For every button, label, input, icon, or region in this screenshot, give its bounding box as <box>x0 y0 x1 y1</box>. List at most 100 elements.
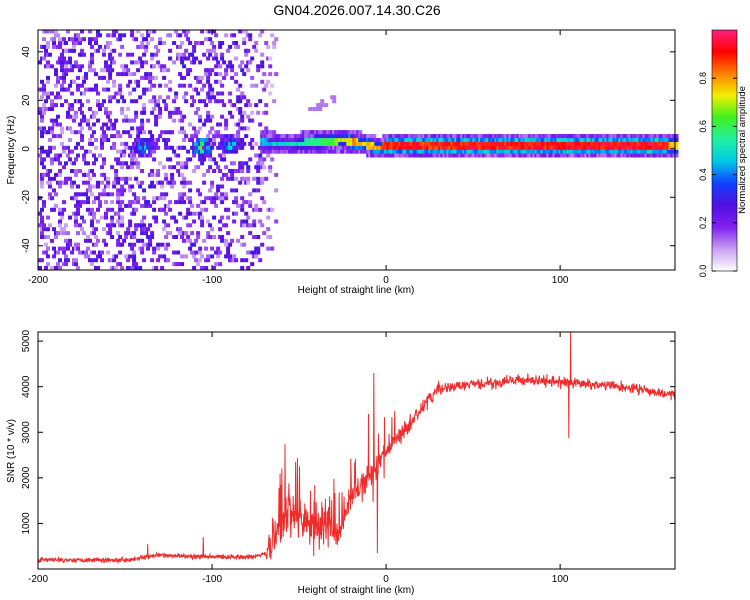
spectrogram-cell <box>182 192 187 197</box>
spectrogram-cell <box>204 138 209 142</box>
spectrogram-cell <box>58 184 62 189</box>
spectrogram-cell <box>134 266 139 270</box>
spectrogram-cell <box>202 99 207 104</box>
spectrogram-cell <box>64 72 68 77</box>
spectrogram-cell <box>140 122 145 127</box>
spectrogram-cell <box>198 79 203 84</box>
spectrogram-cell <box>206 110 211 115</box>
spectrogram-cell <box>52 254 56 259</box>
spectrogram-cell <box>48 184 52 189</box>
spectrogram-cell <box>130 246 135 251</box>
spectrogram-cell <box>188 238 193 243</box>
spectrogram-cell <box>150 56 155 61</box>
spectrogram-cell <box>186 207 191 212</box>
spectrogram-cell <box>168 180 173 185</box>
spectrogram-cell <box>260 64 265 69</box>
spectrogram-cell <box>116 149 121 154</box>
spectrogram-cell <box>90 219 94 224</box>
colorbar-tick-label: 0.2 <box>698 217 708 230</box>
spectrogram-cell <box>370 134 375 139</box>
spectrogram-cell <box>636 145 641 150</box>
spectrogram-cell <box>240 161 245 166</box>
spectrogram-cell <box>156 48 161 53</box>
spectrogram-cell <box>154 141 159 146</box>
spectrogram-cell <box>248 192 253 197</box>
spectrogram-cell <box>264 83 269 88</box>
spectrogram-cell <box>96 91 100 96</box>
spectrogram-cell <box>106 33 111 38</box>
spectrogram-cell <box>178 110 183 115</box>
spectrogram-cell <box>124 161 129 166</box>
spectrogram-cell <box>502 138 507 142</box>
spectrogram-cell <box>222 153 227 158</box>
spectrogram-cell <box>200 219 205 224</box>
spectrogram-cell <box>76 231 80 236</box>
spectrogram-cell <box>94 227 98 232</box>
spectrogram-cell <box>206 79 211 84</box>
spectrogram-cell <box>88 188 92 193</box>
spectrogram-cell <box>202 172 207 177</box>
spectrogram-cell <box>50 91 54 96</box>
spectrogram-cell <box>258 122 263 127</box>
spectrogram-cell <box>226 48 231 53</box>
spectrogram-cell <box>132 192 137 197</box>
spectrogram-cell <box>110 207 115 212</box>
spectrogram-xtick-label: 0 <box>383 275 389 286</box>
spectrogram-cell <box>220 41 225 45</box>
spectrogram-cell <box>178 130 183 135</box>
spectrogram-cell <box>74 172 78 177</box>
spectrogram-cell <box>210 68 215 73</box>
spectrogram-cell <box>62 165 66 170</box>
spectrogram-cell <box>132 242 137 247</box>
spectrogram-cell <box>230 176 235 181</box>
spectrogram-cell <box>180 60 185 65</box>
spectrogram-cell <box>106 138 111 142</box>
spectrogram-cell <box>228 91 233 96</box>
spectrogram-cell <box>100 258 104 263</box>
spectrogram-cell <box>40 161 44 166</box>
spectrogram-cell <box>60 64 64 69</box>
spectrogram-cell <box>102 99 106 104</box>
spectrogram-cell <box>86 246 90 251</box>
spectrogram-cell <box>62 79 66 84</box>
spectrogram-cell <box>212 196 217 201</box>
spectrogram-cell <box>258 153 263 158</box>
spectrogram-cell <box>220 238 225 243</box>
spectrogram-cell <box>38 126 42 131</box>
spectrogram-cell <box>66 29 70 34</box>
spectrogram-cell <box>58 153 62 158</box>
spectrogram-cell <box>262 231 267 236</box>
spectrogram-cell <box>118 37 123 42</box>
spectrogram-cell <box>246 266 251 270</box>
spectrogram-cell <box>164 141 169 146</box>
spectrogram-cell <box>126 165 131 170</box>
spectrogram-cell <box>192 266 197 270</box>
spectrogram-cell <box>84 250 88 255</box>
spectrogram-cell <box>212 48 217 53</box>
spectrogram-cell <box>204 196 209 201</box>
spectrogram-cell <box>144 48 149 53</box>
spectrogram-cell <box>184 231 189 236</box>
spectrogram-cell <box>214 161 219 166</box>
spectrogram-cell <box>202 83 207 88</box>
spectrogram-cell <box>254 41 259 45</box>
spectrogram-cell <box>128 223 133 228</box>
spectrogram-cell <box>64 161 68 166</box>
spectrogram-cell <box>146 246 151 251</box>
spectrogram-cell <box>130 184 135 189</box>
spectrogram-cell <box>42 223 46 228</box>
spectrogram-cell <box>74 130 78 135</box>
spectrogram-cell <box>116 238 121 243</box>
spectrogram-cell <box>48 29 52 34</box>
spectrogram-cell <box>254 83 259 88</box>
spectrogram-cell <box>46 60 50 65</box>
spectrogram-ytick-label: 0 <box>21 146 32 152</box>
spectrogram-cell <box>46 235 50 239</box>
spectrogram-cell <box>270 246 275 251</box>
spectrogram-cell <box>82 231 86 236</box>
spectrogram-cell <box>208 165 213 170</box>
spectrogram-cell <box>246 169 251 173</box>
spectrogram-cell <box>90 258 94 263</box>
spectrogram-cell <box>78 192 82 197</box>
